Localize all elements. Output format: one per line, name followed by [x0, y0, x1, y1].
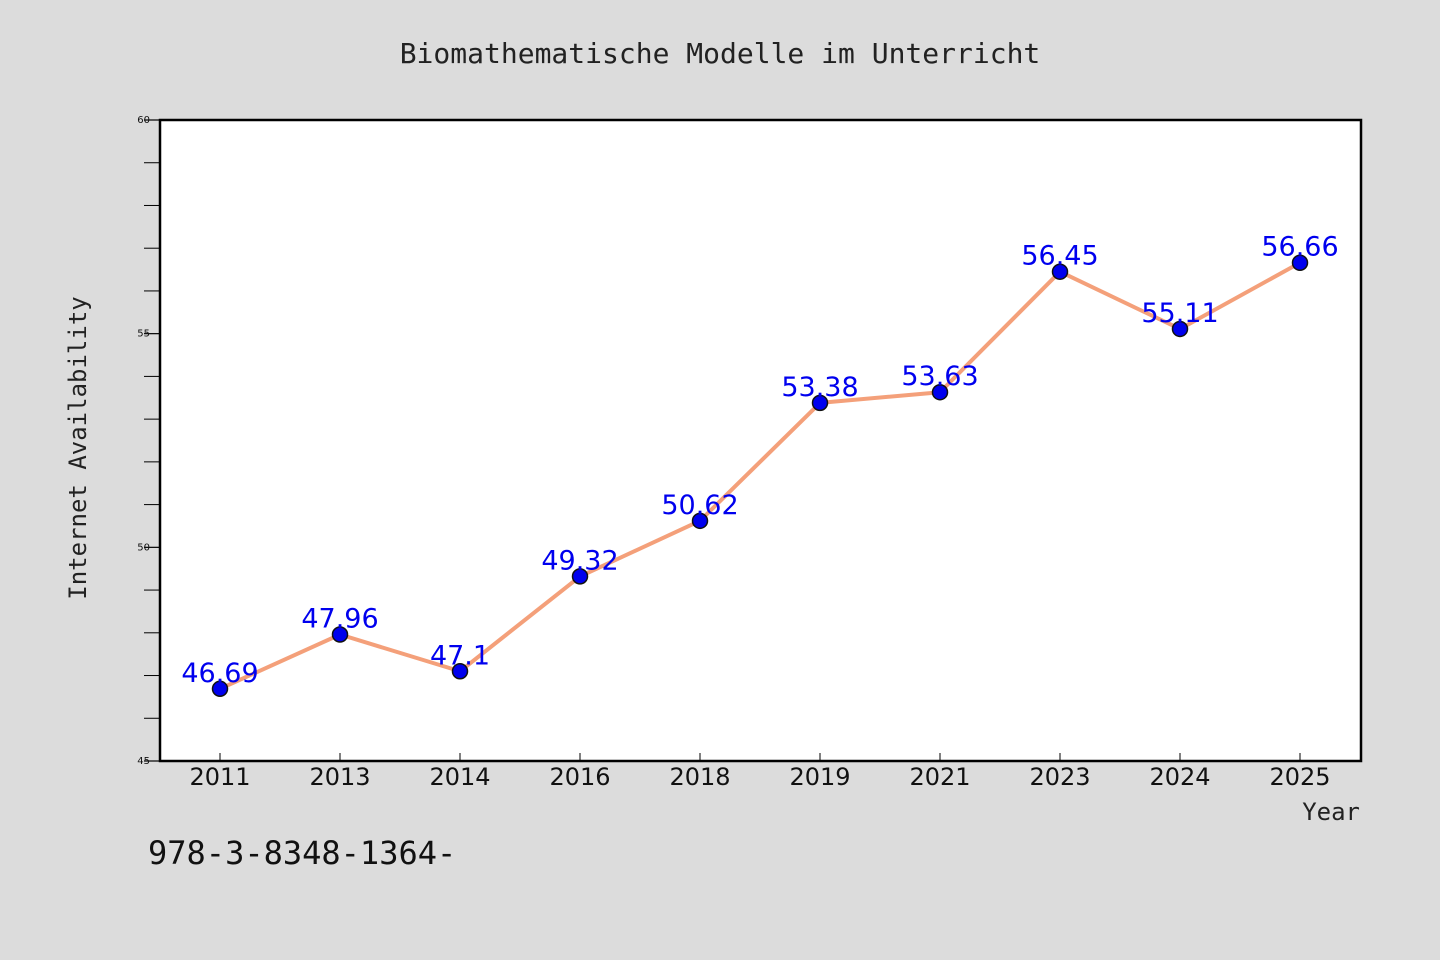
data-label: 55.11 [1141, 298, 1218, 329]
x-tick-label: 2021 [909, 763, 970, 791]
data-label: 56.66 [1261, 232, 1338, 263]
x-tick-label: 2024 [1149, 763, 1210, 791]
data-point [811, 394, 829, 412]
series-layer: 46.69 47.96 47.1 49.32 50.62 53.38 53.63 56.45 5… [181, 232, 1339, 698]
data-point [1291, 254, 1309, 271]
data-label: 46.69 [181, 658, 258, 689]
y-tick-label: 45 [137, 756, 150, 767]
plot-area [158, 118, 1363, 763]
data-point [1171, 320, 1189, 338]
data-point [1051, 263, 1069, 280]
data-label: 56.45 [1021, 241, 1098, 272]
x-tick-label: 2025 [1269, 763, 1330, 791]
y-axis-label: Internet Availability [64, 296, 92, 599]
chart-title: Biomathematische Modelle im Unterricht [400, 37, 1041, 70]
data-point [211, 680, 229, 698]
data-point [571, 568, 589, 585]
data-point [331, 626, 349, 643]
data-label: 47.96 [301, 604, 378, 635]
y-tick-label: 60 [137, 115, 150, 126]
y-tick-label: 50 [137, 542, 150, 553]
data-label: 50.62 [661, 490, 738, 521]
x-tick-label: 2019 [789, 763, 850, 791]
x-tick-label: 2023 [1029, 763, 1090, 791]
x-tick-label: 2016 [549, 763, 610, 791]
y-tick-label: 55 [137, 329, 150, 340]
x-tick-label: 2014 [429, 763, 490, 791]
series-line [218, 260, 1302, 691]
x-axis-label: Year [1302, 798, 1360, 826]
data-label: 53.38 [781, 372, 858, 403]
x-tick-label: 2013 [309, 763, 370, 791]
data-point [691, 512, 709, 530]
data-label: 47.1 [430, 640, 490, 671]
data-point [931, 383, 949, 401]
x-axis-ticks: 2011 2013 2014 2016 2018 2019 2021 2023 2024 2025 [189, 753, 1331, 791]
x-tick-label: 2018 [669, 763, 730, 791]
isbn-text: 978-3-8348-1364- [148, 834, 457, 872]
x-tick-label: 2011 [189, 763, 250, 791]
y-axis-ticks: 45 50 55 60 [137, 115, 160, 767]
data-label: 53.63 [901, 361, 978, 392]
data-label: 49.32 [541, 545, 618, 576]
data-point [451, 663, 469, 680]
